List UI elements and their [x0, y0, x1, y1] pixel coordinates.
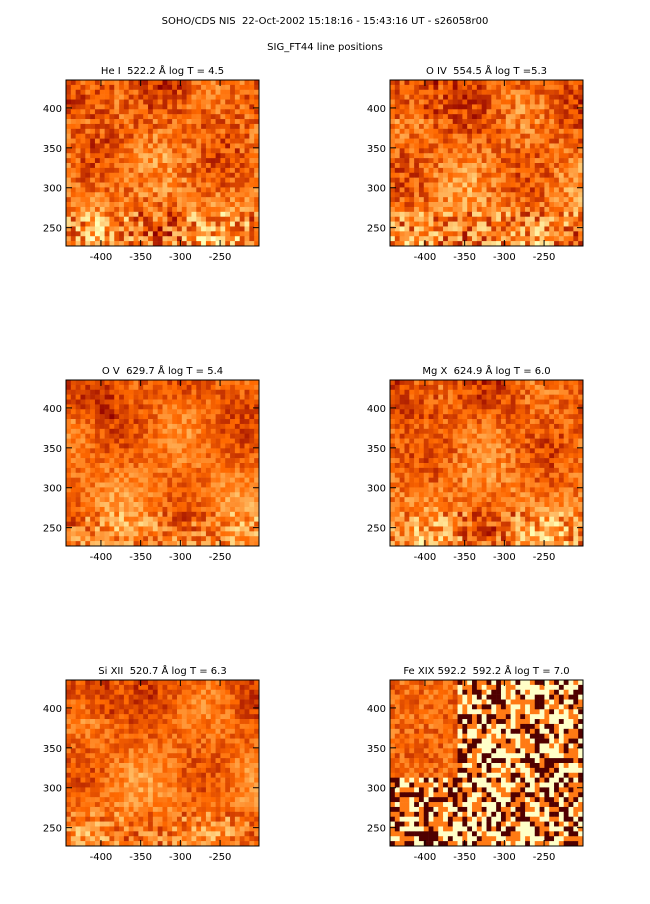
x-tick-label: -250	[209, 852, 232, 863]
image	[390, 380, 583, 546]
x-tick-label: -250	[533, 552, 556, 563]
y-tick-label: 250	[367, 824, 386, 835]
image	[66, 680, 259, 846]
x-tick-label: -300	[493, 552, 516, 563]
y-tick-label: 400	[43, 404, 62, 415]
y-tick-label: 300	[367, 184, 386, 195]
y-tick-label: 300	[43, 484, 62, 495]
x-tick-label: -300	[493, 252, 516, 263]
y-tick-label: 250	[367, 224, 386, 235]
y-tick-label: 250	[367, 524, 386, 535]
y-tick-label: 250	[43, 524, 62, 535]
x-tick-label: -400	[90, 252, 113, 263]
x-tick-label: -350	[129, 252, 152, 263]
y-tick-label: 250	[43, 824, 62, 835]
y-tick-label: 350	[367, 744, 386, 755]
x-tick-label: -350	[453, 252, 476, 263]
y-tick-label: 350	[43, 444, 62, 455]
x-tick-label: -250	[533, 252, 556, 263]
panel-title: Mg X 624.9 Å log T = 6.0	[422, 364, 550, 377]
x-tick-label: -250	[209, 252, 232, 263]
x-tick-label: -400	[90, 852, 113, 863]
panel-title: Fe XIX 592.2 592.2 Å log T = 7.0	[403, 664, 569, 677]
image	[390, 680, 583, 846]
y-tick-label: 300	[43, 784, 62, 795]
panel: O IV 554.5 Å log T =5.3 -400 -350 -300 -250 2…	[367, 64, 583, 263]
x-tick-label: -350	[129, 852, 152, 863]
y-tick-label: 350	[43, 744, 62, 755]
y-tick-label: 400	[43, 704, 62, 715]
x-tick-label: -400	[414, 252, 437, 263]
y-tick-label: 250	[43, 224, 62, 235]
panel: Fe XIX 592.2 592.2 Å log T = 7.0 -400 -350…	[367, 664, 583, 863]
y-tick-label: 400	[367, 704, 386, 715]
panel-title: O IV 554.5 Å log T =5.3	[426, 64, 547, 77]
y-tick-label: 350	[43, 144, 62, 155]
y-tick-label: 400	[367, 404, 386, 415]
panel: He I 522.2 Å log T = 4.5 -400 -350 -300 -250…	[43, 64, 259, 263]
y-tick-label: 350	[367, 444, 386, 455]
x-tick-label: -400	[414, 852, 437, 863]
x-tick-label: -300	[169, 252, 192, 263]
x-tick-label: -350	[453, 552, 476, 563]
image	[66, 80, 259, 246]
x-tick-label: -250	[209, 552, 232, 563]
image	[66, 380, 259, 546]
panel: Si XII 520.7 Å log T = 6.3 -400 -350 -300 -2…	[43, 664, 259, 863]
image	[390, 80, 583, 246]
x-tick-label: -250	[533, 852, 556, 863]
y-tick-label: 400	[43, 104, 62, 115]
x-tick-label: -300	[169, 852, 192, 863]
y-tick-label: 300	[367, 484, 386, 495]
panel: Mg X 624.9 Å log T = 6.0 -400 -350 -300 -250…	[367, 364, 583, 563]
x-tick-label: -350	[129, 552, 152, 563]
figure-subtitle: SIG_FT44 line positions	[267, 42, 383, 53]
y-tick-label: 400	[367, 104, 386, 115]
y-tick-label: 300	[367, 784, 386, 795]
panel-title: He I 522.2 Å log T = 4.5	[101, 64, 224, 77]
x-tick-label: -300	[493, 852, 516, 863]
x-tick-label: -300	[169, 552, 192, 563]
panel-title: Si XII 520.7 Å log T = 6.3	[98, 664, 226, 677]
y-tick-label: 350	[367, 144, 386, 155]
figure-title: SOHO/CDS NIS 22-Oct-2002 15:18:16 - 15:4…	[162, 16, 489, 27]
x-tick-label: -400	[90, 552, 113, 563]
panel-title: O V 629.7 Å log T = 5.4	[102, 364, 223, 377]
panel: O V 629.7 Å log T = 5.4 -400 -350 -300 -250 2…	[43, 364, 259, 563]
x-tick-label: -400	[414, 552, 437, 563]
y-tick-label: 300	[43, 184, 62, 195]
x-tick-label: -350	[453, 852, 476, 863]
